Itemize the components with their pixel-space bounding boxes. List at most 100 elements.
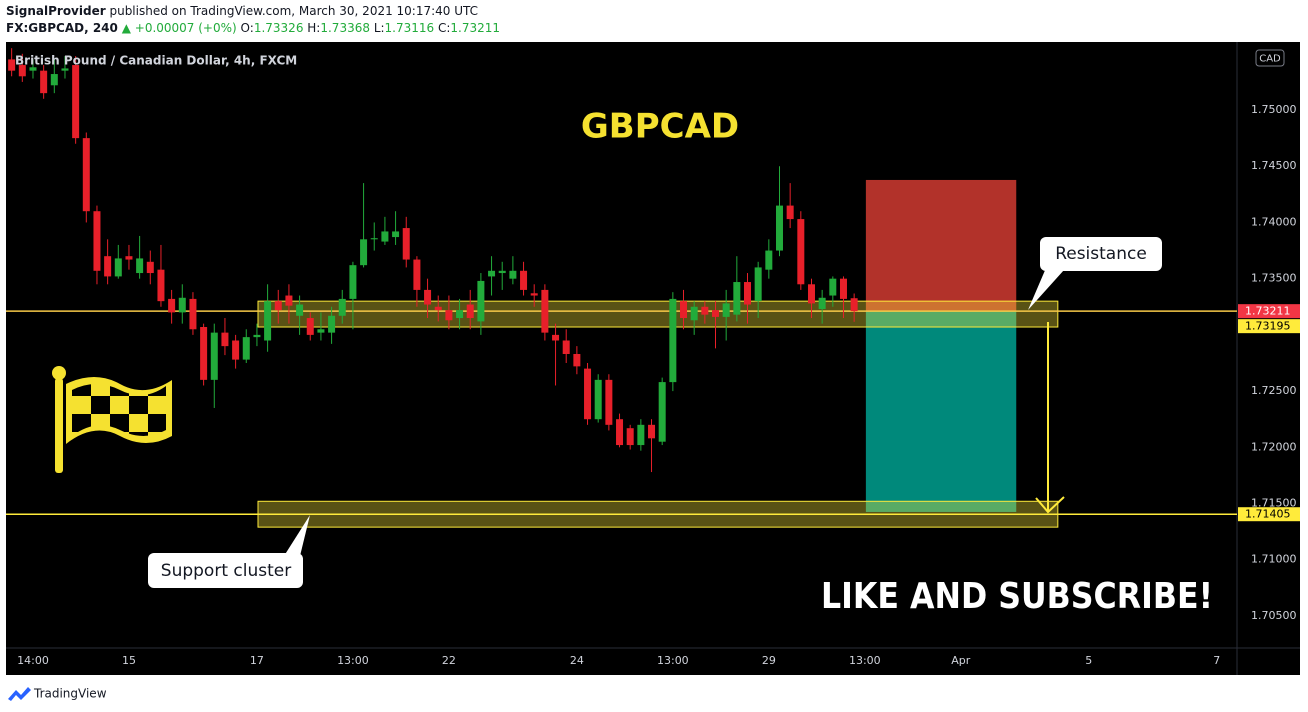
candle-body [616, 419, 624, 446]
candle-body [850, 298, 858, 312]
candle-body [178, 297, 186, 313]
candle-body [306, 318, 314, 335]
candles [8, 48, 858, 473]
zone [257, 300, 1059, 328]
x-tick-label: 13:00 [657, 654, 689, 667]
candle-body [701, 306, 709, 315]
x-tick-label: Apr [951, 654, 971, 667]
candle-body [648, 424, 656, 439]
candle-body [541, 289, 549, 333]
candle-body [146, 261, 154, 274]
candle-body [8, 59, 16, 71]
candle-body [370, 238, 378, 240]
candle-body [40, 70, 48, 94]
x-tick-label: 5 [1085, 654, 1092, 667]
candle-body [168, 298, 176, 313]
footer-brand: TradingView [33, 687, 107, 701]
y-tick-label: 1.74500 [1251, 159, 1297, 172]
x-tick-label: 7 [1213, 654, 1220, 667]
price-label: 1.73211 [1245, 305, 1291, 318]
price-label: 1.71405 [1245, 508, 1291, 521]
candle-body [786, 205, 794, 220]
x-tick-label: 22 [442, 654, 456, 667]
candle-body [658, 382, 666, 442]
ohlc-label: H: [307, 21, 321, 35]
x-tick-label: 13:00 [337, 654, 369, 667]
price-label-box [1238, 319, 1300, 334]
x-tick-label: 29 [762, 654, 776, 667]
symbol-annotation: GBPCAD [581, 107, 739, 147]
ohlc-label: C: [438, 21, 451, 35]
candle-body [18, 65, 26, 77]
change: ▲ +0.00007 (+0%) [121, 21, 237, 35]
candle-body [754, 267, 762, 302]
candle-body [680, 301, 688, 319]
candle-body [530, 293, 538, 296]
candle-body [296, 304, 304, 316]
candle-body [221, 332, 229, 347]
candle-body [424, 289, 432, 305]
candle-body [839, 278, 847, 299]
candle-body [50, 74, 58, 86]
candle-body [349, 265, 357, 299]
published: published on TradingView.com, March 30, … [109, 4, 479, 18]
quote-line: FX:GBPCAD, 240 ▲ +0.00007 (+0%) O:1.7332… [6, 20, 500, 37]
ohlc-value: 1.73116 [384, 21, 435, 35]
candle-body [360, 239, 368, 266]
candle-body [488, 270, 496, 277]
publish-line: SignalProvider published on TradingView.… [6, 3, 500, 20]
candle-body [157, 269, 165, 302]
x-tick-label: 17 [250, 654, 264, 667]
candle-body [29, 67, 37, 71]
header: SignalProvider published on TradingView.… [6, 3, 500, 37]
ohlc-label: O: [240, 21, 254, 35]
candle-body [413, 259, 421, 290]
candle-body [520, 270, 528, 290]
x-tick-label: 24 [570, 654, 584, 667]
candle-body [72, 65, 80, 139]
publisher: SignalProvider [6, 4, 106, 18]
candle-body [669, 298, 677, 383]
candle-body [829, 278, 837, 296]
candle-body [626, 428, 634, 446]
support-callout: Support cluster [148, 515, 310, 588]
y-tick-label: 1.72000 [1251, 440, 1297, 453]
candle-body [200, 327, 208, 380]
candle-body [712, 310, 720, 317]
candle-body [456, 310, 464, 319]
candle-body [584, 368, 592, 420]
candle-body [328, 315, 336, 333]
candle-body [402, 228, 410, 260]
candle-body [392, 231, 400, 238]
y-tick-label: 1.72500 [1251, 384, 1297, 397]
flag-icon [52, 366, 172, 473]
candle-body [775, 205, 783, 251]
candle-body [807, 284, 815, 304]
candle-body [594, 379, 602, 420]
candle-body [637, 424, 645, 446]
candle-body [498, 270, 506, 274]
candle-body [552, 334, 560, 341]
ohlc-label: L: [373, 21, 385, 35]
y-tick-label: 1.73500 [1251, 272, 1297, 285]
price-label-box [1238, 507, 1300, 522]
candle-body [317, 329, 325, 333]
candle-body [285, 295, 293, 306]
chart-title: British Pound / Canadian Dollar, 4h, FXC… [15, 54, 297, 68]
stop-box [865, 179, 1017, 312]
candle-body [189, 298, 197, 330]
candle-body [477, 280, 485, 322]
candle-body [445, 310, 453, 321]
axes: 1.70500 1.71000 1.71500 1.72000 1.72500 1.735… [17, 103, 1300, 667]
symbol: FX:GBPCAD, 240 [6, 21, 118, 35]
candle-body [82, 138, 90, 212]
drawings [6, 179, 1237, 528]
candle-body [722, 303, 730, 317]
ohlc-value: 1.73211 [450, 21, 501, 35]
candle-body [733, 282, 741, 315]
target-box [865, 311, 1017, 512]
y-tick-label: 1.71500 [1251, 497, 1297, 510]
x-tick-label: 14:00 [17, 654, 49, 667]
resistance-callout: Resistance [1028, 237, 1162, 310]
candle-body [61, 68, 69, 71]
